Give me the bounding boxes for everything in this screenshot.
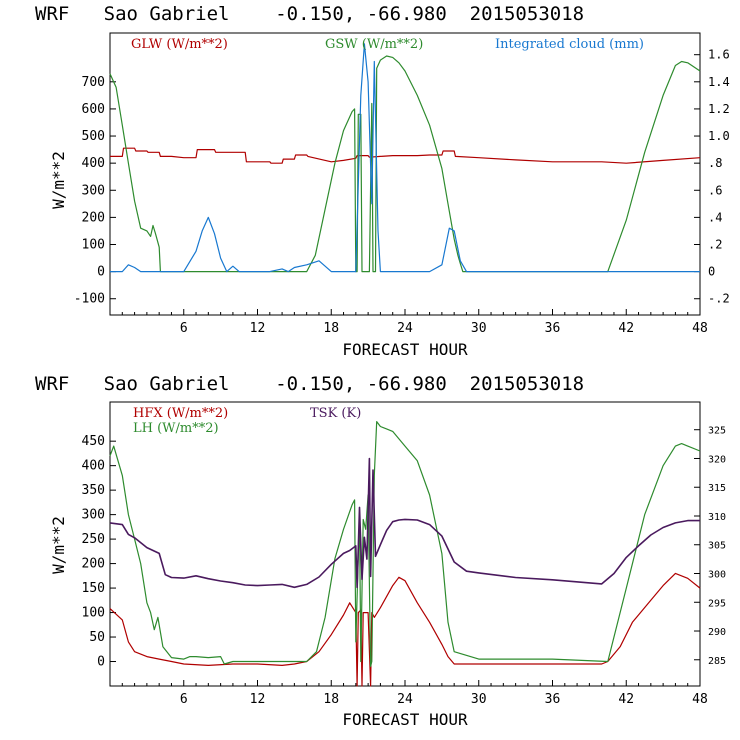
p1-ytick-label: -100 — [74, 292, 105, 307]
p1-y2tick-label: .6 — [708, 183, 722, 197]
p2-xtick-label: 6 — [180, 692, 188, 707]
panel-2-xlabel: FORECAST HOUR — [342, 710, 468, 729]
panel-1-xlabel: FORECAST HOUR — [342, 340, 468, 359]
panel-1: WRF Sao Gabriel -0.150, -66.980 20150530… — [35, 3, 730, 359]
p2-ytick-label: 100 — [82, 606, 105, 621]
p1-series-integrated-line — [110, 43, 700, 273]
p1-series-gsw-line — [109, 55, 701, 273]
legend-gsw: GSW (W/m**2) — [325, 37, 423, 52]
p2-ytick-label: 450 — [82, 434, 105, 449]
p1-ytick-label: 300 — [82, 183, 105, 198]
panel-2-series — [109, 421, 701, 687]
p1-y2tick-label: 1.6 — [708, 48, 730, 62]
p1-ytick-label: 200 — [82, 210, 105, 225]
panel-2-ylabel: W/m**2 — [49, 516, 68, 574]
legend-lh: LH (W/m**2) — [133, 421, 219, 436]
p2-xtick-label: 30 — [471, 692, 487, 707]
p1-xtick-label: 30 — [471, 321, 487, 336]
legend-glw: GLW (W/m**2) — [131, 37, 228, 52]
legend-integrated-cloud: Integrated cloud (mm) — [495, 37, 644, 52]
p2-y2tick-label: 320 — [708, 454, 726, 465]
p1-xtick-label: 6 — [180, 321, 188, 336]
p2-xtick-label: 48 — [692, 692, 708, 707]
panel-1-ylabel: W/m**2 — [49, 151, 68, 209]
p2-y2tick-label: 295 — [708, 598, 726, 609]
panel-1-ticks: 6 12 18 24 30 36 42 48 -100 0 100 200 300 400 500 600 70… — [74, 48, 730, 336]
p1-xtick-label: 42 — [618, 321, 634, 336]
p2-ytick-label: 400 — [82, 459, 105, 474]
p2-y2tick-label: 310 — [708, 512, 726, 523]
p2-ytick-label: 250 — [82, 532, 105, 547]
panel-2-title: WRF Sao Gabriel -0.150, -66.980 20150530… — [35, 373, 584, 395]
p1-ytick-label: 700 — [82, 75, 105, 90]
p2-ytick-label: 200 — [82, 557, 105, 572]
p1-xtick-label: 24 — [397, 321, 413, 336]
legend-hfx: HFX (W/m**2) — [133, 406, 228, 421]
p2-ytick-label: 150 — [82, 581, 105, 596]
p2-y2tick-label: 300 — [708, 570, 726, 581]
panel-1-title: WRF Sao Gabriel -0.150, -66.980 20150530… — [35, 3, 584, 25]
p2-ytick-label: 350 — [82, 483, 105, 498]
p1-xtick-label: 36 — [545, 321, 561, 336]
p1-y2tick-label: -.2 — [708, 292, 730, 306]
p2-y2tick-label: 305 — [708, 541, 726, 552]
p1-xtick-label: 12 — [250, 321, 266, 336]
p1-y2tick-label: 0 — [708, 265, 715, 279]
p2-y2tick-label: 290 — [708, 627, 726, 638]
p2-series-hfx-line — [109, 572, 701, 687]
panel-2-plot-frame — [109, 401, 701, 687]
panel-2-ticks: 6 12 18 24 30 36 42 48 0 50 100 150 200 250 300 350 400 4… — [82, 426, 727, 707]
p2-ytick-label: 50 — [89, 630, 105, 645]
p2-xtick-label: 42 — [618, 692, 634, 707]
p2-series-lh-line — [109, 421, 701, 668]
p1-ytick-label: 500 — [82, 129, 105, 144]
panel-1-plot-frame — [109, 32, 701, 316]
p1-ytick-label: 100 — [82, 238, 105, 253]
p1-series-glw-line — [110, 147, 701, 164]
p2-xtick-label: 24 — [397, 692, 413, 707]
p1-ytick-label: 400 — [82, 156, 105, 171]
p2-ytick-label: 0 — [97, 655, 105, 670]
p1-y2tick-label: 1.2 — [708, 102, 730, 116]
p1-y2tick-label: .4 — [708, 210, 722, 224]
p1-y2tick-label: .8 — [708, 156, 722, 170]
p1-y2tick-label: .2 — [708, 238, 722, 252]
legend-tsk: TSK (K) — [310, 406, 361, 421]
p2-y2tick-label: 285 — [708, 656, 726, 667]
p2-xtick-label: 18 — [323, 692, 339, 707]
p2-xtick-label: 36 — [545, 692, 561, 707]
p1-ytick-label: 600 — [82, 102, 105, 117]
p1-ytick-label: 0 — [97, 265, 105, 280]
p1-xtick-label: 18 — [323, 321, 339, 336]
p1-xtick-label: 48 — [692, 321, 708, 336]
panel-1-series — [109, 43, 701, 273]
p2-series-tsk-line — [109, 457, 700, 589]
p2-y2tick-label: 315 — [708, 483, 726, 494]
p2-ytick-label: 300 — [82, 508, 105, 523]
p1-y2tick-label: 1.0 — [708, 129, 730, 143]
p2-xtick-label: 12 — [250, 692, 266, 707]
panel-2: WRF Sao Gabriel -0.150, -66.980 20150530… — [35, 373, 726, 729]
p1-y2tick-label: 1.4 — [708, 75, 730, 89]
p2-y2tick-label: 325 — [708, 426, 726, 437]
